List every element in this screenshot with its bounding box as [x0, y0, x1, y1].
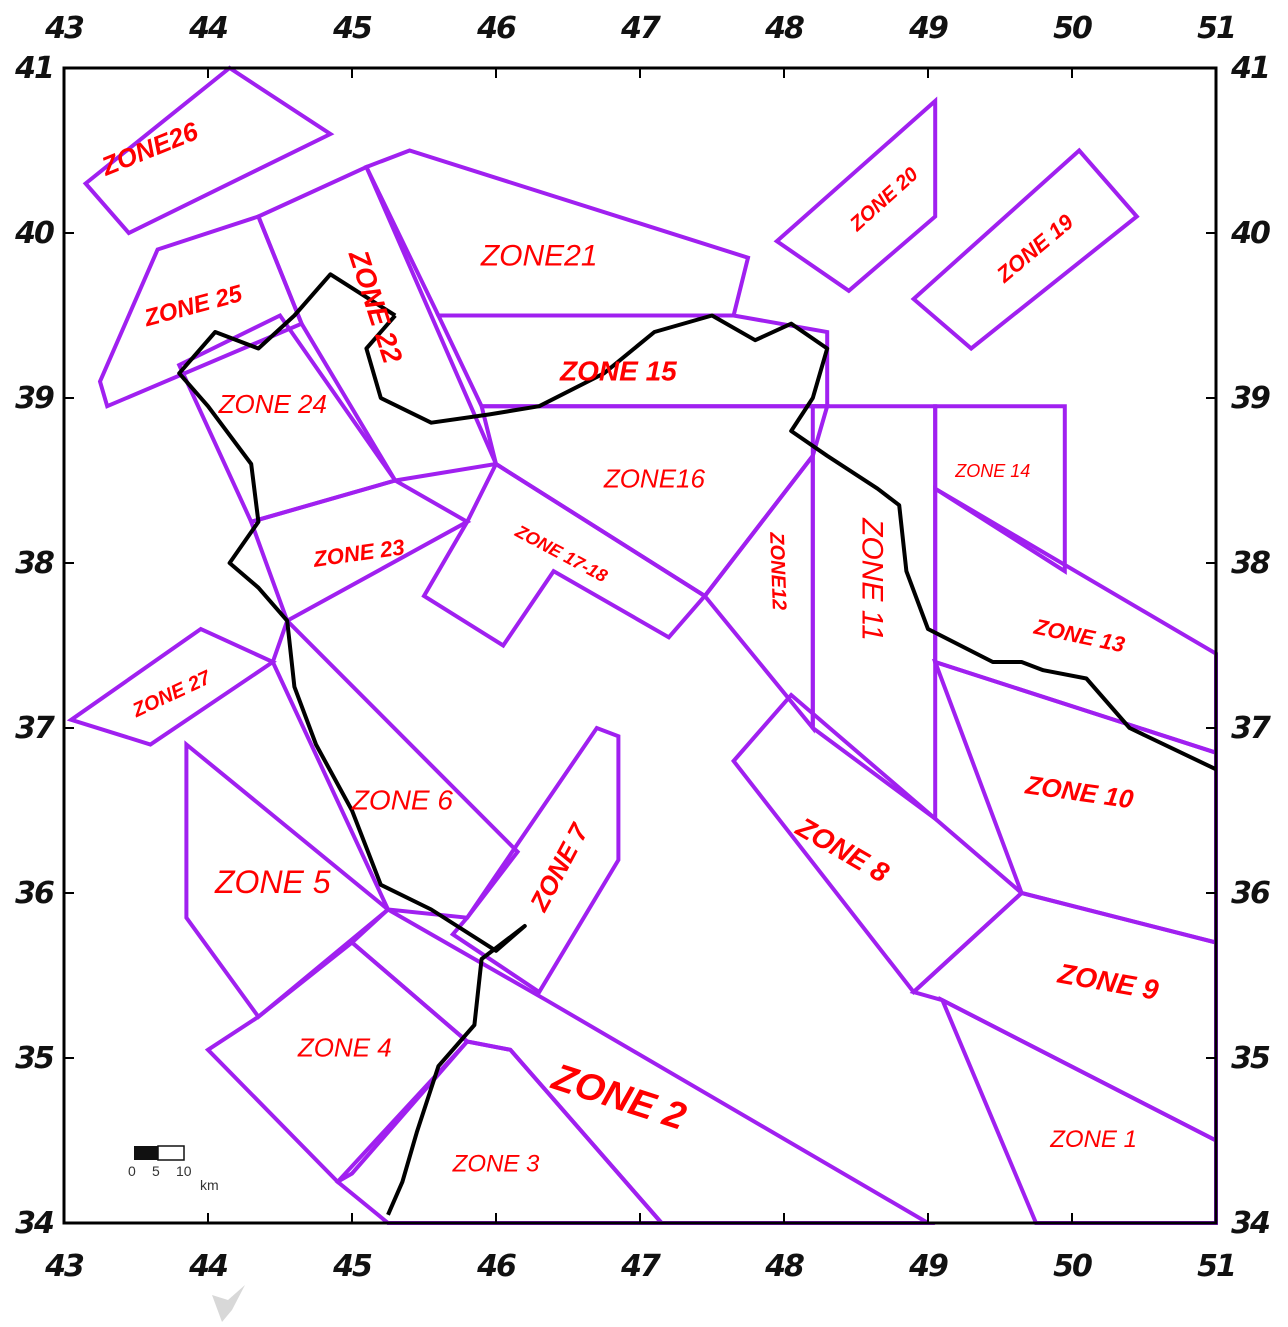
zone-polygon-zone9 [909, 890, 1218, 1144]
lat-tick-label-right: 37 [1231, 711, 1271, 746]
lat-tick-label-right: 35 [1231, 1041, 1270, 1076]
lat-tick-label-right: 36 [1231, 876, 1270, 911]
lat-tick-label-left: 38 [15, 546, 54, 581]
watermark-chevron-icon [212, 1285, 245, 1322]
zone-label-zone24: ZONE 24 [218, 389, 327, 419]
lon-tick-label-bottom: 48 [764, 1249, 804, 1284]
lat-tick-label-left: 35 [15, 1041, 54, 1076]
lon-tick-label-bottom: 47 [620, 1249, 661, 1284]
zone-label-zone26: ZONE26 [96, 115, 202, 181]
zone-label-zone15: ZONE 15 [559, 356, 677, 387]
zone-label-zone11: ZONE 11 [855, 517, 888, 641]
lon-tick-label-bottom: 45 [332, 1249, 372, 1284]
scale-bar: 0 5 10 km [128, 1145, 219, 1193]
zone-label-zone7: ZONE 7 [523, 817, 595, 916]
lat-tick-label-right: 40 [1230, 216, 1270, 251]
zone-label-zone3: ZONE 3 [452, 1151, 540, 1178]
zone-polygon-zone15 [435, 313, 830, 409]
zone-label-zone16: ZONE16 [603, 463, 706, 493]
zone-polygon-zone20 [773, 96, 938, 294]
zone-polygon-zone2 [348, 907, 936, 1225]
lon-tick-label-bottom: 50 [1053, 1249, 1092, 1284]
zone-label-zone4: ZONE 4 [297, 1033, 392, 1063]
lon-tick-label-bottom: 46 [476, 1249, 516, 1284]
zone-polygon-zone14 [933, 404, 1067, 575]
zone-label-zone27: ZONE 27 [128, 666, 215, 722]
lon-tick-label-top: 45 [332, 11, 372, 46]
lat-tick-label-right: 38 [1231, 546, 1270, 581]
zone-polygon-zone22 [255, 164, 499, 483]
country-border [177, 272, 1217, 1216]
zone-label-zone1: ZONE 1 [1049, 1126, 1137, 1153]
zone-polygon-zone17 [421, 461, 708, 649]
lon-tick-label-top: 48 [764, 11, 804, 46]
lon-tick-label-bottom: 49 [908, 1249, 948, 1284]
lat-tick-label-right: 39 [1231, 381, 1270, 416]
zone-label-zone10: ZONE 10 [1023, 769, 1136, 814]
lat-tick-label-left: 34 [15, 1206, 54, 1241]
zone-polygon-zone13 [933, 485, 1218, 756]
zone-polygon-zone19 [910, 147, 1140, 352]
zone-polygon-zone6 [270, 617, 521, 920]
lon-tick-label-bottom: 43 [44, 1249, 84, 1284]
zone-label-zone20: ZONE 20 [845, 163, 922, 236]
zone-label-zone2: ZONE 2 [546, 1056, 690, 1139]
lon-tick-label-bottom: 51 [1197, 1249, 1235, 1284]
zone-label-zone22: ZONE 22 [343, 245, 409, 367]
zone-label-zone6: ZONE 6 [351, 785, 454, 816]
zone-label-zone19: ZONE 19 [991, 209, 1079, 288]
lon-tick-label-top: 43 [44, 11, 84, 46]
lon-tick-label-top: 50 [1053, 11, 1092, 46]
lon-tick-label-top: 49 [908, 11, 948, 46]
zone-label-zone9: ZONE 9 [1055, 957, 1161, 1005]
lat-tick-label-right: 41 [1230, 51, 1269, 86]
border-line-west [177, 272, 527, 1216]
zones-layer [66, 65, 1218, 1225]
zone-label-zone12: ZONE12 [765, 531, 790, 611]
zone-polygon-zone12 [702, 449, 815, 734]
lat-tick-label-left: 37 [15, 711, 55, 746]
zone-label-zone21: ZONE21 [480, 240, 598, 273]
zone-label-zone23: ZONE 23 [311, 534, 406, 572]
lon-tick-label-top: 51 [1197, 11, 1235, 46]
zone-polygon-zone21 [363, 148, 751, 318]
zone-polygon-zone25 [97, 214, 305, 409]
scale-tick-0: 0 [128, 1163, 136, 1179]
lon-tick-label-top: 47 [620, 11, 661, 46]
scale-tick-5: 5 [152, 1163, 160, 1179]
lat-tick-label-left: 39 [15, 381, 54, 416]
zone-polygon-zone1 [938, 995, 1218, 1225]
lat-tick-label-right: 34 [1231, 1206, 1270, 1241]
lon-tick-label-bottom: 44 [188, 1249, 228, 1284]
lat-tick-label-left: 40 [14, 216, 54, 251]
zone-label-zone13: ZONE 13 [1031, 614, 1127, 658]
lon-tick-label-top: 46 [476, 11, 516, 46]
zone-polygon-zone26 [82, 65, 335, 236]
zone-polygon-zone23 [248, 478, 472, 624]
zone-polygon-zone7 [449, 725, 621, 995]
zone-label-zone5: ZONE 5 [214, 864, 331, 900]
lat-tick-label-left: 36 [15, 876, 54, 911]
border-line-north [364, 313, 1217, 772]
lon-tick-label-top: 44 [188, 11, 228, 46]
lat-tick-label-left: 41 [14, 51, 53, 86]
zone-label-zone14: ZONE 14 [954, 461, 1030, 481]
zone-label-zone8: ZONE 8 [790, 811, 894, 889]
zone-label-zone25: ZONE 25 [141, 280, 246, 332]
axis-ticks: 43 43 44 44 45 45 46 46 47 47 48 48 49 49 50 50 51 51 41 41… [14, 11, 1273, 1284]
scale-tick-10: 10 [176, 1163, 192, 1179]
scale-unit: km [200, 1177, 219, 1193]
zone-polygon-zone8 [731, 692, 1025, 995]
